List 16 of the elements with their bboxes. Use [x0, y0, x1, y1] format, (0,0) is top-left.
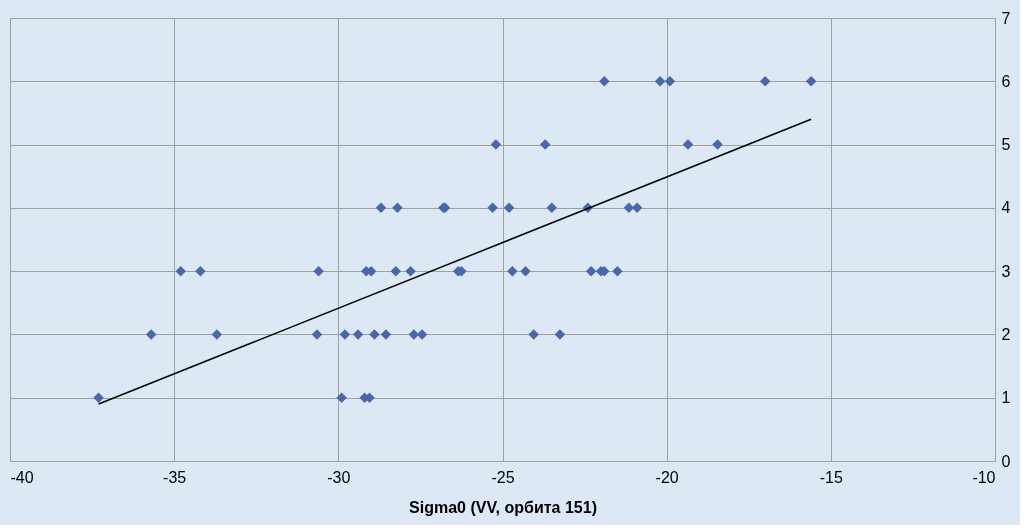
x-axis-title: Sigma0 (VV, орбита 151): [409, 498, 597, 516]
y-tick-label: 4: [1001, 199, 1011, 217]
x-tick-label: -40: [10, 468, 34, 486]
y-tick-label: 5: [1001, 136, 1011, 154]
x-tick-label: -25: [491, 468, 515, 486]
x-tick-label: -35: [163, 468, 187, 486]
x-tick-label: -20: [655, 468, 679, 486]
y-tick-label: 2: [1001, 325, 1011, 343]
y-tick-label: 0: [1001, 452, 1011, 470]
y-tick-label: 6: [1001, 72, 1011, 90]
x-tick-label: -10: [972, 468, 996, 486]
x-tick-label: -30: [327, 468, 351, 486]
y-tick-label: 1: [1001, 389, 1011, 407]
y-tick-label: 7: [1001, 9, 1011, 27]
y-tick-label: 3: [1001, 262, 1011, 280]
x-tick-label: -15: [819, 468, 843, 486]
